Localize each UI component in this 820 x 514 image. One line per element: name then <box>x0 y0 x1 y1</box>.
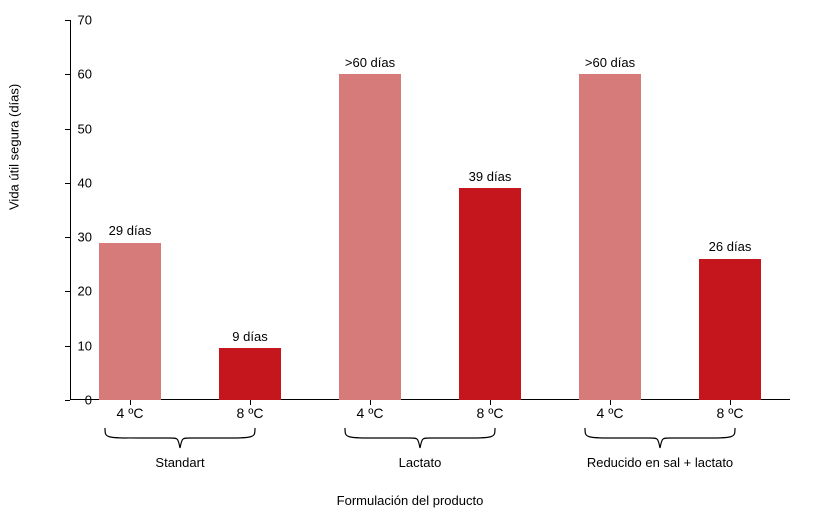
y-tick-label: 20 <box>62 284 92 299</box>
group-brace <box>580 428 740 452</box>
group-brace <box>100 428 260 452</box>
bar-standart-8c <box>219 348 281 400</box>
x-tick-label: 4 ºC <box>597 405 624 421</box>
bar-standart-4c <box>99 243 161 400</box>
y-tick-label: 0 <box>62 393 92 408</box>
y-tick-label: 60 <box>62 67 92 82</box>
bar-lactato-4c <box>339 74 401 400</box>
bar-reducido-8c <box>699 259 761 400</box>
y-tick-label: 50 <box>62 121 92 136</box>
group-brace <box>340 428 500 452</box>
x-tick-label: 8 ºC <box>237 405 264 421</box>
x-tick-label: 4 ºC <box>117 405 144 421</box>
x-axis-title: Formulación del producto <box>337 493 484 508</box>
x-axis-line <box>70 399 790 400</box>
plot-area: 29 días 9 días >60 días 39 días >60 días… <box>70 20 790 400</box>
group-label: Standart <box>155 455 204 470</box>
group-label: Lactato <box>399 455 442 470</box>
bar-label: >60 días <box>585 55 635 70</box>
x-tick-label: 8 ºC <box>717 405 744 421</box>
bar-label: 26 días <box>709 239 752 254</box>
y-tick-label: 40 <box>62 175 92 190</box>
x-tick-label: 8 ºC <box>477 405 504 421</box>
y-tick-label: 10 <box>62 338 92 353</box>
shelf-life-bar-chart: Vida útil segura (días) 29 días 9 días >… <box>0 0 820 514</box>
bar-label: 39 días <box>469 169 512 184</box>
bar-label: 29 días <box>109 223 152 238</box>
group-label: Reducido en sal + lactato <box>587 455 733 470</box>
bar-lactato-8c <box>459 188 521 400</box>
bar-label: >60 días <box>345 55 395 70</box>
y-tick-label: 70 <box>62 13 92 28</box>
y-tick-label: 30 <box>62 230 92 245</box>
bar-reducido-4c <box>579 74 641 400</box>
bar-label: 9 días <box>232 329 267 344</box>
y-axis-title: Vida útil segura (días) <box>7 84 22 210</box>
x-tick-label: 4 ºC <box>357 405 384 421</box>
